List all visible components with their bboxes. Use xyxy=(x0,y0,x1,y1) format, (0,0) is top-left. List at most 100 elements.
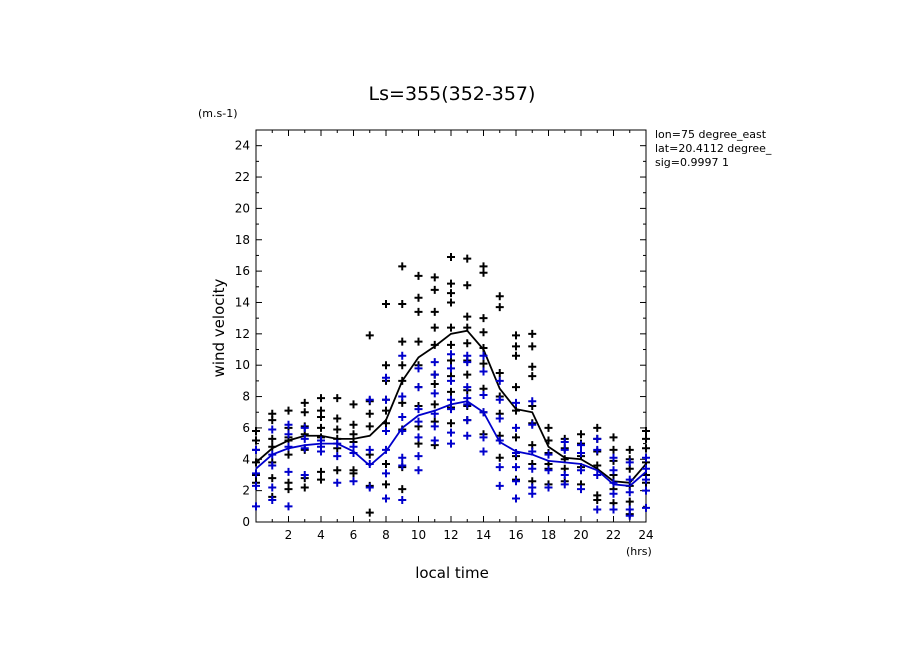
data-point-plus xyxy=(414,452,423,461)
data-point-plus xyxy=(414,364,423,373)
data-point-plus xyxy=(625,445,634,454)
data-point-plus xyxy=(512,494,520,503)
data-point-plus xyxy=(528,397,537,406)
data-point-plus xyxy=(447,419,455,428)
data-point-plus xyxy=(284,467,293,476)
data-point-plus xyxy=(447,376,455,385)
data-point-plus xyxy=(365,508,374,517)
data-point-plus xyxy=(414,417,423,426)
data-point-plus xyxy=(252,502,260,511)
data-point-plus xyxy=(414,433,423,442)
data-point-plus xyxy=(625,475,634,484)
data-point-plus xyxy=(479,390,488,399)
data-point-plus xyxy=(463,339,472,348)
y-tick-label: 24 xyxy=(235,139,250,153)
data-point-plus xyxy=(382,395,390,404)
data-point-plus xyxy=(430,370,439,379)
data-point-plus xyxy=(560,470,569,479)
data-point-plus xyxy=(512,463,520,472)
data-point-plus xyxy=(284,430,293,439)
data-point-plus xyxy=(333,414,342,423)
data-point-plus xyxy=(382,427,390,436)
data-point-plus xyxy=(512,383,520,392)
data-point-plus xyxy=(560,438,569,447)
data-point-plus xyxy=(382,406,390,415)
data-point-plus xyxy=(642,444,650,453)
data-point-plus xyxy=(349,469,358,478)
x-tick-label: 2 xyxy=(285,528,293,542)
data-point-plus xyxy=(479,268,488,277)
y-tick-label: 16 xyxy=(235,264,250,278)
data-point-plus xyxy=(268,496,277,505)
data-point-plus xyxy=(479,328,488,337)
y-tick-label: 20 xyxy=(235,201,250,215)
x-unit-label: (hrs) xyxy=(626,545,652,558)
series-0 xyxy=(252,253,650,519)
data-point-plus xyxy=(398,351,407,360)
data-point-plus xyxy=(609,466,618,475)
y-tick-label: 12 xyxy=(235,327,250,341)
data-point-plus xyxy=(642,475,650,484)
data-point-plus xyxy=(252,469,260,478)
data-point-plus xyxy=(560,480,569,489)
data-point-plus xyxy=(593,496,602,505)
data-point-plus xyxy=(495,369,504,378)
x-tick-label: 22 xyxy=(606,528,621,542)
data-point-plus xyxy=(317,412,325,421)
data-point-plus xyxy=(447,405,455,414)
data-point-plus xyxy=(447,387,455,396)
data-point-plus xyxy=(430,422,439,431)
data-point-plus xyxy=(398,300,407,309)
x-tick-label: 10 xyxy=(411,528,426,542)
data-point-plus xyxy=(349,430,358,439)
y-tick-label: 6 xyxy=(242,421,250,435)
data-point-plus xyxy=(447,298,455,307)
data-point-plus xyxy=(398,485,407,494)
data-point-plus xyxy=(593,434,602,443)
data-point-plus xyxy=(495,481,504,490)
data-point-plus xyxy=(268,461,277,470)
data-point-plus xyxy=(414,293,423,302)
data-point-plus xyxy=(398,453,407,462)
data-point-plus xyxy=(414,466,423,475)
data-point-plus xyxy=(593,505,602,514)
data-point-plus xyxy=(382,459,390,468)
data-point-plus xyxy=(528,464,537,473)
data-point-plus xyxy=(642,427,650,436)
x-tick-label: 18 xyxy=(541,528,556,542)
data-point-plus xyxy=(382,361,390,370)
data-point-plus xyxy=(430,358,439,367)
data-point-plus xyxy=(398,337,407,346)
x-tick-label: 12 xyxy=(443,528,458,542)
data-point-plus xyxy=(512,449,520,458)
data-point-plus xyxy=(447,364,455,373)
data-point-plus xyxy=(430,273,439,282)
data-point-plus xyxy=(382,480,390,489)
data-point-plus xyxy=(300,434,309,443)
data-point-plus xyxy=(463,281,472,290)
data-point-plus xyxy=(284,442,293,451)
data-point-plus xyxy=(333,394,342,403)
data-point-plus xyxy=(544,450,553,459)
data-point-plus xyxy=(317,475,325,484)
data-point-plus xyxy=(365,395,374,404)
data-point-plus xyxy=(560,445,569,454)
data-point-plus xyxy=(463,416,472,425)
data-point-plus xyxy=(609,505,618,514)
data-point-plus xyxy=(463,358,472,367)
data-point-plus xyxy=(447,350,455,359)
data-point-plus xyxy=(300,423,309,432)
data-point-plus xyxy=(268,483,277,492)
data-marks xyxy=(252,253,650,520)
data-point-plus xyxy=(528,420,537,429)
data-point-plus xyxy=(430,389,439,398)
data-point-plus xyxy=(609,489,618,498)
data-point-plus xyxy=(365,445,374,454)
data-point-plus xyxy=(414,405,423,414)
x-tick-label: 14 xyxy=(476,528,491,542)
data-point-plus xyxy=(625,458,634,467)
data-point-plus xyxy=(512,477,520,486)
data-point-plus xyxy=(577,466,585,475)
data-point-plus xyxy=(349,420,358,429)
